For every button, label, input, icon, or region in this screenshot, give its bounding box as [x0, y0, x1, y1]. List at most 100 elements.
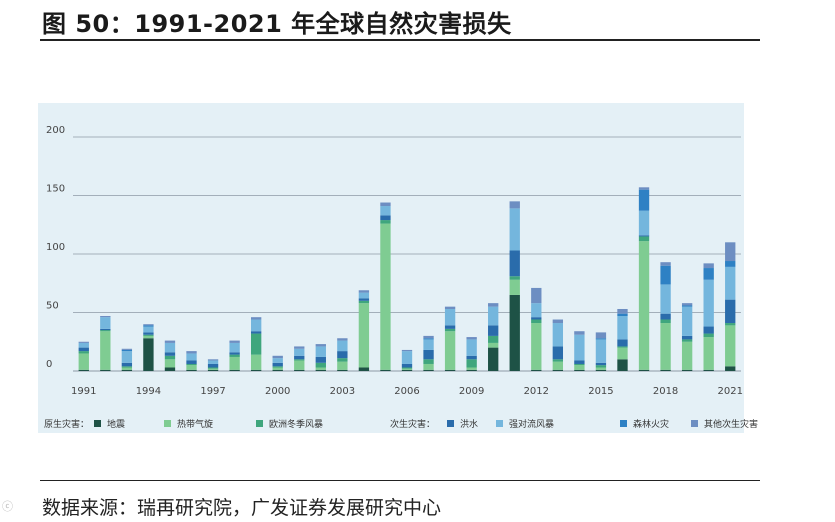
bar-2015-winterstorm	[595, 365, 607, 368]
bar-2019-flood	[681, 335, 693, 340]
legend-label-cyclone: 热带气旋	[177, 420, 214, 430]
x-tick-label-2009: 2009	[459, 386, 484, 397]
bar-2019-cyclone	[681, 341, 693, 370]
bar-1996-earthquake	[186, 369, 197, 371]
legend-label-flood: 洪水	[460, 420, 479, 430]
bar-2018-earthquake	[660, 369, 671, 371]
legend-label-wildfire: 森林火灾	[633, 420, 670, 430]
bar-2008-earthquake	[444, 369, 456, 371]
bar-1993-flood	[121, 362, 133, 367]
bar-2017-earthquake	[638, 369, 650, 371]
legend-item-flood: 洪水	[447, 417, 478, 430]
y-tick-label-50: 50	[46, 301, 59, 312]
bar-2018-flood	[660, 313, 671, 320]
bar-2002-winterstorm	[315, 362, 326, 368]
bar-1998-other	[229, 340, 240, 343]
bar-1997-earthquake	[207, 369, 219, 371]
bar-2014-other	[574, 331, 585, 335]
bar-2009-winterstorm	[466, 359, 477, 368]
bar-2012-flood	[531, 317, 542, 320]
bar-2015-flood	[595, 362, 607, 366]
bar-2021-other	[725, 242, 736, 262]
y-tick-label-150: 150	[46, 184, 65, 195]
bar-2006-cyclone	[401, 368, 413, 370]
bar-2016-winterstorm	[617, 346, 628, 348]
x-tick-label-2018: 2018	[653, 386, 678, 397]
legend-swatch-wildfire	[620, 420, 627, 427]
bar-2015-wildfire	[595, 338, 607, 340]
bar-2007-winterstorm	[423, 359, 434, 364]
bar-2011-cyclone	[509, 279, 520, 295]
bar-2002-other	[315, 344, 326, 347]
legend-swatch-other	[691, 420, 698, 427]
legend-item-severe: 强对流风暴	[496, 417, 554, 430]
legend-item-winterstorm: 欧洲冬季风暴	[256, 417, 323, 430]
bar-2004-earthquake	[358, 367, 370, 371]
bar-2010-other	[488, 303, 499, 307]
bar-2020-severe	[703, 279, 714, 327]
bar-2007-wildfire	[423, 338, 434, 340]
bar-2015-severe	[595, 339, 607, 363]
bar-1996-flood	[186, 360, 197, 364]
bar-2002-flood	[315, 356, 326, 363]
x-tick-label-1991: 1991	[71, 386, 96, 397]
bar-2010-cyclone	[488, 342, 499, 348]
bar-2007-cyclone	[423, 363, 434, 370]
bar-2017-other	[638, 187, 650, 190]
legend-swatch-cyclone	[164, 420, 171, 427]
bar-2012-winterstorm	[531, 319, 542, 324]
bar-1992-other	[100, 316, 111, 318]
bar-2017-severe	[638, 210, 650, 236]
bar-2011-flood	[509, 250, 520, 277]
bar-2017-winterstorm	[638, 236, 650, 242]
bar-2017-cyclone	[638, 241, 650, 370]
bar-1994-cyclone	[143, 335, 154, 339]
bar-1998-earthquake	[229, 369, 240, 371]
bar-2013-severe	[552, 323, 564, 347]
bar-1999-other	[250, 317, 262, 320]
bar-2003-earthquake	[337, 369, 348, 371]
bar-2001-severe	[294, 348, 305, 356]
bar-1996-other	[186, 351, 197, 354]
bar-2004-severe	[358, 292, 370, 299]
bar-1991-cyclone	[78, 353, 89, 370]
bar-2001-other	[294, 346, 305, 349]
bar-2006-earthquake	[401, 369, 413, 371]
bar-2006-other	[401, 349, 413, 352]
bar-2002-earthquake	[315, 369, 326, 371]
legend-swatch-winterstorm	[256, 420, 263, 427]
bar-2013-earthquake	[552, 369, 564, 371]
bar-2021-severe	[725, 266, 736, 300]
bar-2013-flood	[552, 346, 564, 360]
bar-2000-severe	[272, 358, 283, 363]
bar-2012-other	[531, 287, 542, 304]
bar-2005-cyclone	[380, 223, 391, 370]
bar-1997-cyclone	[207, 368, 219, 370]
bar-2009-earthquake	[466, 369, 477, 371]
y-tick-label-0: 0	[46, 359, 52, 370]
bar-1992-winterstorm	[100, 330, 111, 332]
legend-swatch-severe	[496, 420, 503, 427]
legend-item-wildfire: 森林火灾	[620, 417, 669, 430]
x-tick-label-2021: 2021	[717, 386, 742, 397]
bar-2016-earthquake	[617, 359, 628, 371]
bar-2019-wildfire	[681, 305, 693, 307]
bar-2020-earthquake	[703, 369, 714, 371]
legend-group-label: 原生灾害：	[44, 420, 90, 430]
bar-2008-other	[444, 306, 456, 309]
bar-2007-earthquake	[423, 369, 434, 371]
bar-2001-winterstorm	[294, 359, 305, 361]
x-tick-label-2012: 2012	[524, 386, 549, 397]
bar-1994-flood	[143, 332, 154, 335]
data-source: 数据来源：瑞再研究院，广发证券发展研究中心	[42, 497, 442, 519]
bar-2016-flood	[617, 339, 628, 347]
bar-1993-wildfire	[121, 349, 133, 352]
bar-2016-cyclone	[617, 347, 628, 360]
x-tick-label-2000: 2000	[265, 386, 290, 397]
stacked-bar-chart: 0 50 100 150 200 1991 1994 1997 2000 2003 2006 2009…	[46, 125, 743, 397]
bar-2003-winterstorm	[337, 358, 348, 362]
bar-2016-wildfire	[617, 313, 628, 317]
legend-label-earthquake: 地震	[107, 420, 126, 430]
bar-2014-severe	[574, 334, 585, 361]
legend-group-label: 次生灾害：	[390, 420, 436, 430]
